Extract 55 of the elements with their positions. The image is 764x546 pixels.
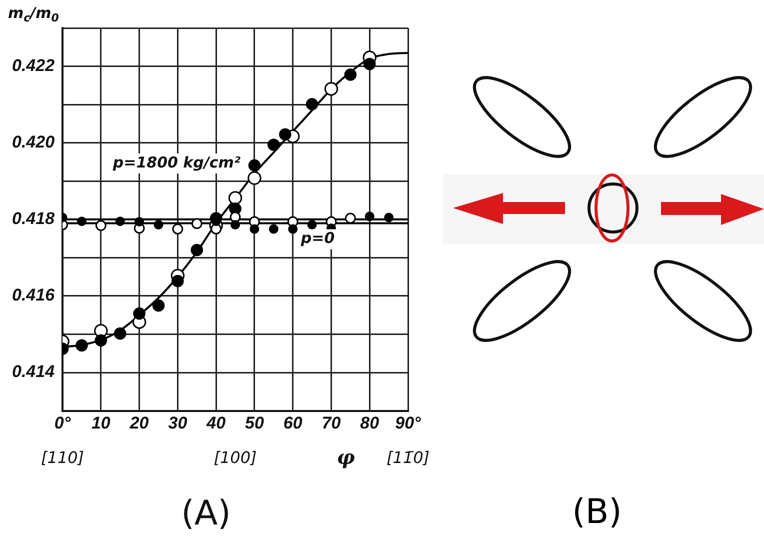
x-tick-label: 70 (322, 414, 342, 433)
text: (B) (571, 492, 623, 532)
point (230, 220, 240, 230)
point (172, 224, 184, 234)
x-tick-label: 0° (54, 414, 71, 433)
point (363, 58, 376, 70)
x-tick-label: 20 (128, 414, 150, 433)
point (364, 212, 374, 222)
point (268, 224, 278, 234)
x-tick-label: 60 (283, 414, 303, 433)
point (344, 68, 357, 81)
point (306, 98, 318, 110)
point (94, 334, 108, 347)
point (288, 224, 298, 234)
point (268, 138, 280, 151)
point (76, 216, 86, 226)
point (279, 128, 292, 141)
point (114, 327, 126, 340)
point (76, 339, 88, 352)
x-tick-label: 40 (206, 414, 226, 433)
series-label: p=1800 kg/cm² (112, 153, 241, 172)
y-tick-label: 0.418 (12, 209, 56, 228)
point (190, 244, 204, 256)
x-tick-label: 30 (168, 414, 188, 433)
series-label: p=0 (300, 229, 335, 248)
y-tick-label: 0.414 (12, 362, 56, 382)
point (191, 218, 202, 230)
point (95, 220, 106, 231)
y-tick-label: 0.420 (12, 132, 56, 152)
point (228, 191, 242, 205)
x-tick-label: 90° (395, 414, 422, 433)
text: [100] (214, 448, 257, 467)
point (384, 212, 394, 222)
text: [110] (41, 448, 84, 467)
y-tick-label: 0.416 (12, 286, 56, 305)
x-axis-title: φ (336, 445, 355, 470)
text: [11̄0] (386, 448, 430, 467)
point (248, 171, 262, 185)
point (152, 299, 165, 312)
point (154, 220, 164, 230)
point (134, 216, 144, 226)
point (344, 212, 356, 224)
point (250, 224, 260, 234)
point (115, 216, 125, 226)
x-tick-label: 50 (245, 414, 264, 433)
x-tick-label: 80 (360, 414, 380, 433)
point (210, 224, 222, 234)
point (133, 307, 146, 320)
text: (A) (181, 493, 231, 534)
point (307, 220, 317, 230)
point (172, 274, 184, 288)
point (248, 159, 261, 172)
y-tick-label: 0.422 (12, 56, 56, 75)
point (324, 82, 338, 96)
x-tick-label: 10 (91, 414, 111, 433)
